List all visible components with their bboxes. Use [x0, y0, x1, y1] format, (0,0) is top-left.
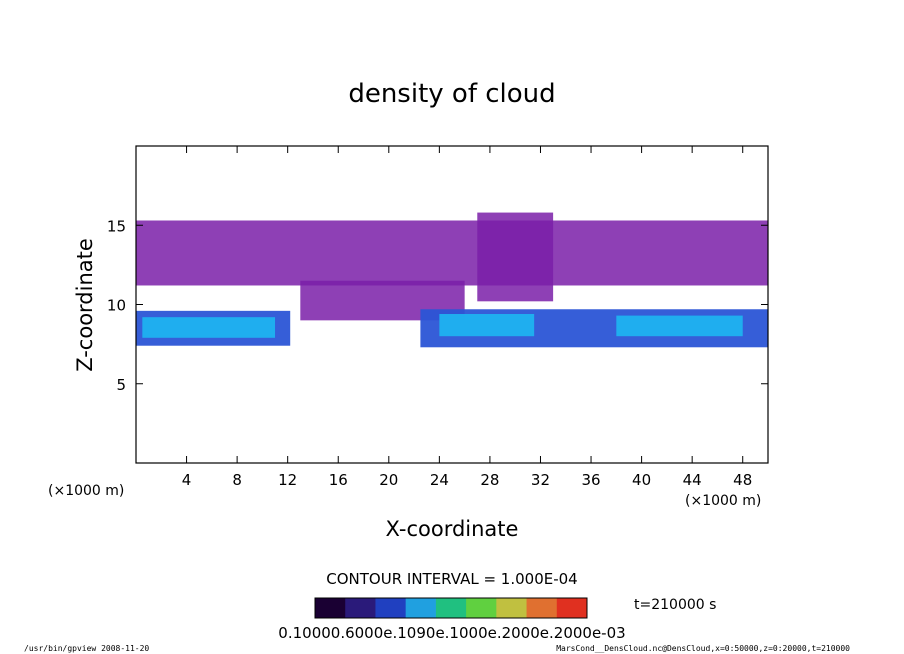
x-tick-label: 36: [581, 471, 600, 489]
x-ticks: 4 8 12 16 20 24 28 32 36 40 44 48: [182, 146, 752, 489]
footer-left: /usr/bin/gpview 2008-11-20: [24, 644, 149, 653]
x-tick-label: 4: [182, 471, 192, 489]
colorbar-segment: [466, 598, 497, 618]
y-ticks: 5 10 15: [107, 217, 768, 394]
chart-title: density of cloud: [348, 79, 555, 109]
heatmap-region-2: [477, 212, 554, 302]
colorbar-segment: [556, 598, 588, 618]
y-tick-label: 15: [107, 217, 126, 235]
x-axis-label: X-coordinate: [386, 517, 519, 541]
colorbar-segment: [375, 598, 407, 618]
x-unit-right: (×1000 m): [685, 493, 761, 509]
y-tick-label: 5: [116, 376, 126, 394]
colorbar-segment: [435, 598, 467, 618]
heatmap-region-0: [136, 220, 768, 286]
time-label: t=210000 s: [634, 597, 716, 613]
heatmap-region-5: [142, 317, 276, 338]
colorbar-segment: [345, 598, 376, 618]
x-tick-label: 20: [379, 471, 398, 489]
x-tick-label: 48: [733, 471, 752, 489]
colorbar: [315, 598, 588, 618]
colorbar-segment: [315, 598, 346, 618]
colorbar-labels: 0.10000.6000e.1090e.1000e.2000e.2000e-03: [278, 624, 625, 642]
colorbar-segment: [405, 598, 437, 618]
x-tick-label: 32: [531, 471, 550, 489]
contour-interval-label: CONTOUR INTERVAL = 1.000E-04: [326, 570, 577, 588]
x-tick-label: 24: [430, 471, 449, 489]
x-tick-label: 28: [480, 471, 499, 489]
x-unit-left: (×1000 m): [48, 483, 124, 499]
y-axis-label: Z-coordinate: [73, 238, 97, 372]
x-tick-label: 12: [278, 471, 297, 489]
colorbar-frame: [314, 597, 588, 619]
colorbar-segment: [496, 598, 528, 618]
colorbar-segment: [526, 598, 558, 618]
x-tick-label: 44: [683, 471, 702, 489]
x-tick-label: 16: [329, 471, 348, 489]
heatmap-region-7: [616, 315, 743, 337]
x-tick-label: 8: [232, 471, 242, 489]
footer-right: MarsCond__DensCloud.nc@DensCloud,x=0:500…: [556, 644, 850, 653]
y-tick-label: 10: [107, 297, 126, 315]
heatmap-region-6: [439, 314, 535, 337]
heatmap-layer: [136, 212, 768, 348]
x-tick-label: 40: [632, 471, 651, 489]
